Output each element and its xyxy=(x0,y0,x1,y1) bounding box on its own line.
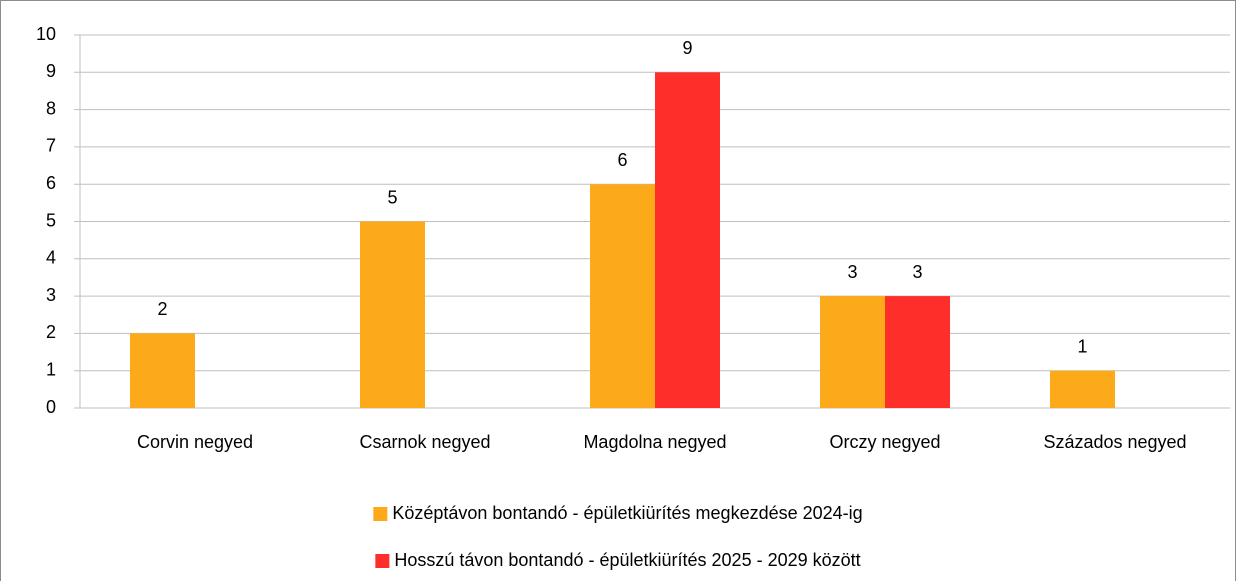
y-tick-label: 8 xyxy=(46,98,56,118)
bar xyxy=(655,72,720,409)
x-tick-label: Corvin negyed xyxy=(137,432,253,452)
bar xyxy=(360,221,425,408)
bar xyxy=(590,184,655,408)
bar xyxy=(1050,370,1115,408)
y-tick-label: 10 xyxy=(36,24,56,44)
x-tick-label: Százados negyed xyxy=(1043,432,1186,452)
data-label: 3 xyxy=(912,262,922,282)
data-label: 1 xyxy=(1077,336,1087,356)
y-tick-label: 5 xyxy=(46,210,56,230)
legend-label: Középtávon bontandó - épületkiürítés meg… xyxy=(392,503,862,523)
data-label: 5 xyxy=(387,187,397,207)
bar xyxy=(820,296,885,408)
legend-swatch xyxy=(373,507,388,521)
x-tick-label: Orczy negyed xyxy=(829,432,940,452)
y-tick-label: 3 xyxy=(46,285,56,305)
data-label: 2 xyxy=(157,299,167,319)
legend-label: Hosszú távon bontandó - épületkiürítés 2… xyxy=(394,550,860,570)
y-tick-label: 6 xyxy=(46,173,56,193)
y-tick-label: 4 xyxy=(46,248,56,268)
y-tick-label: 0 xyxy=(46,397,56,417)
y-tick-label: 9 xyxy=(46,61,56,81)
data-label: 6 xyxy=(617,150,627,170)
y-tick-label: 7 xyxy=(46,136,56,156)
x-tick-label: Magdolna negyed xyxy=(583,432,726,452)
bar xyxy=(885,296,950,408)
data-label: 9 xyxy=(682,38,692,58)
data-label: 3 xyxy=(847,262,857,282)
legend-swatch xyxy=(375,554,390,568)
x-tick-label: Csarnok negyed xyxy=(359,432,490,452)
y-tick-label: 1 xyxy=(46,359,56,379)
bar xyxy=(130,333,195,408)
y-tick-label: 2 xyxy=(46,322,56,342)
